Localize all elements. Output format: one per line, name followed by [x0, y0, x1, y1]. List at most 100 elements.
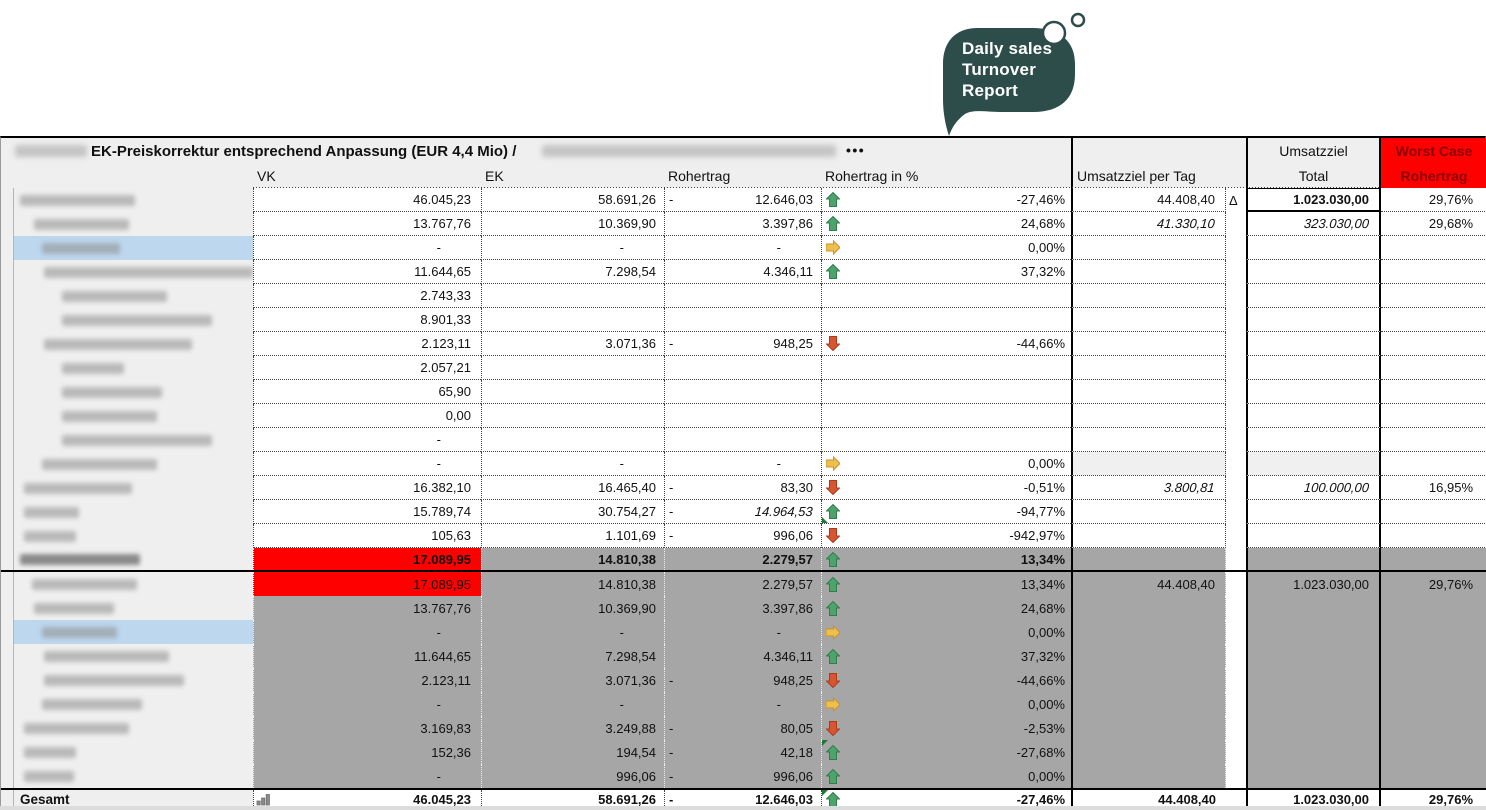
pct-cell[interactable]: 0,00% [821, 692, 1071, 716]
ek-cell[interactable]: 10.369,90 [481, 212, 664, 236]
delta-cell[interactable] [1226, 236, 1246, 260]
total-cell[interactable]: 1.023.030,00 [1246, 790, 1381, 808]
total-cell[interactable]: 100.000,00 [1246, 476, 1381, 500]
delta-cell[interactable]: Δ [1226, 188, 1246, 212]
vk-cell[interactable]: 2.057,21 [253, 356, 481, 380]
total-cell[interactable] [1246, 308, 1381, 332]
upt-cell[interactable] [1071, 596, 1226, 620]
roh-cell[interactable]: 4.346,11 [664, 644, 821, 668]
total-cell[interactable] [1246, 740, 1381, 764]
ek-cell[interactable]: - [481, 236, 664, 260]
roh-cell[interactable]: 3.397,86 [664, 596, 821, 620]
pct-cell[interactable]: -44,66% [821, 668, 1071, 692]
ek-cell[interactable]: 194,54 [481, 740, 664, 764]
worst-cell[interactable] [1381, 308, 1486, 332]
delta-cell[interactable] [1226, 668, 1246, 692]
pct-cell[interactable]: -942,97% [821, 524, 1071, 548]
roh-cell[interactable]: - 14.964,53 [664, 500, 821, 524]
upt-cell[interactable] [1071, 236, 1226, 260]
row-label-cell[interactable] [14, 620, 253, 644]
worst-cell[interactable] [1381, 548, 1486, 570]
ek-cell[interactable]: - [481, 620, 664, 644]
roh-cell[interactable]: - 42,18 [664, 740, 821, 764]
worst-cell[interactable] [1381, 716, 1486, 740]
delta-cell[interactable] [1226, 380, 1246, 404]
roh-cell[interactable]: - 80,05 [664, 716, 821, 740]
upt-cell[interactable] [1071, 716, 1226, 740]
row-label-cell[interactable] [14, 476, 253, 500]
pct-cell[interactable]: 0,00% [821, 764, 1071, 788]
pct-cell[interactable]: 37,32% [821, 260, 1071, 284]
column-header-vk[interactable]: VK [257, 168, 276, 184]
more-options-dots[interactable]: ••• [846, 142, 866, 158]
roh-cell[interactable]: - 948,25 [664, 668, 821, 692]
worst-cell[interactable]: 29,76% [1381, 790, 1486, 808]
pct-cell[interactable]: 37,32% [821, 644, 1071, 668]
total-cell[interactable] [1246, 356, 1381, 380]
roh-cell[interactable] [664, 284, 821, 308]
row-label-cell[interactable]: Gesamt [14, 790, 253, 808]
upt-cell[interactable] [1071, 764, 1226, 788]
row-label-cell[interactable] [14, 524, 253, 548]
worst-cell[interactable] [1381, 332, 1486, 356]
ek-cell[interactable] [481, 380, 664, 404]
delta-cell[interactable] [1226, 284, 1246, 308]
total-cell[interactable] [1246, 404, 1381, 428]
row-label-cell[interactable] [14, 356, 253, 380]
delta-cell[interactable] [1226, 260, 1246, 284]
vk-cell[interactable]: 0,00 [253, 404, 481, 428]
total-cell[interactable] [1246, 428, 1381, 452]
column-header-worst-case[interactable]: Worst Case Rohertrag [1381, 138, 1486, 188]
worst-cell[interactable]: 29,76% [1381, 188, 1486, 212]
total-cell[interactable] [1246, 668, 1381, 692]
vk-cell[interactable]: 2.123,11 [253, 668, 481, 692]
ek-cell[interactable]: 58.691,26 [481, 790, 664, 808]
total-cell[interactable] [1246, 716, 1381, 740]
ek-cell[interactable]: 14.810,38 [481, 572, 664, 596]
vk-cell[interactable]: 3.169,83 [253, 716, 481, 740]
roh-cell[interactable]: - 996,06 [664, 764, 821, 788]
ek-cell[interactable]: 3.249,88 [481, 716, 664, 740]
roh-cell[interactable] [664, 356, 821, 380]
worst-cell[interactable] [1381, 764, 1486, 788]
ek-cell[interactable]: 10.369,90 [481, 596, 664, 620]
delta-cell[interactable] [1226, 404, 1246, 428]
delta-cell[interactable] [1226, 308, 1246, 332]
worst-cell[interactable] [1381, 692, 1486, 716]
column-header-rohertrag-pct[interactable]: Rohertrag in % [825, 168, 919, 184]
vk-cell[interactable]: - [253, 236, 481, 260]
ek-cell[interactable]: 3.071,36 [481, 668, 664, 692]
upt-cell[interactable] [1071, 332, 1226, 356]
upt-cell[interactable] [1071, 620, 1226, 644]
upt-cell[interactable] [1071, 356, 1226, 380]
roh-cell[interactable]: - [664, 452, 821, 476]
row-label-cell[interactable] [14, 764, 253, 788]
total-cell[interactable] [1246, 332, 1381, 356]
worst-cell[interactable] [1381, 428, 1486, 452]
roh-cell[interactable] [664, 308, 821, 332]
total-cell[interactable] [1246, 380, 1381, 404]
row-label-cell[interactable] [14, 380, 253, 404]
upt-cell[interactable] [1071, 524, 1226, 548]
delta-cell[interactable] [1226, 452, 1246, 476]
row-label-cell[interactable] [14, 284, 253, 308]
vk-cell[interactable]: - [253, 692, 481, 716]
worst-cell[interactable] [1381, 620, 1486, 644]
pct-cell[interactable]: -94,77% [821, 500, 1071, 524]
worst-cell[interactable] [1381, 452, 1486, 476]
pct-cell[interactable]: 13,34% [821, 548, 1071, 570]
delta-cell[interactable] [1226, 716, 1246, 740]
worst-cell[interactable] [1381, 380, 1486, 404]
worst-cell[interactable]: 29,68% [1381, 212, 1486, 236]
roh-cell[interactable] [664, 380, 821, 404]
ek-cell[interactable] [481, 284, 664, 308]
ek-cell[interactable]: 7.298,54 [481, 644, 664, 668]
row-label-cell[interactable] [14, 188, 253, 212]
delta-cell[interactable] [1226, 596, 1246, 620]
delta-cell[interactable] [1226, 332, 1246, 356]
ek-cell[interactable]: 14.810,38 [481, 548, 664, 570]
roh-cell[interactable]: - 12.646,03 [664, 790, 821, 808]
pct-cell[interactable]: -2,53% [821, 716, 1071, 740]
total-cell[interactable] [1246, 596, 1381, 620]
worst-cell[interactable] [1381, 740, 1486, 764]
